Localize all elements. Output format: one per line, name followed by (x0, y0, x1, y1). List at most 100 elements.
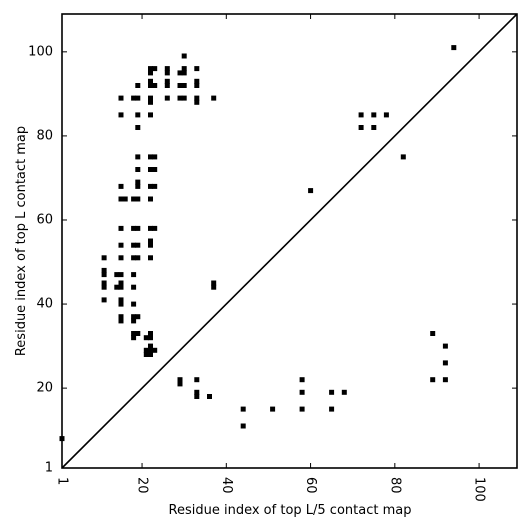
top-l-point-40 (135, 154, 141, 160)
plot-frame (61, 13, 518, 469)
top-l-point-25 (131, 196, 137, 202)
top-l-point-42 (135, 179, 141, 185)
top-l-point-37 (135, 95, 141, 101)
top-l-point-86 (177, 83, 183, 88)
y-tick-label: 60 (36, 212, 53, 227)
top-l-point-91 (181, 83, 187, 88)
top-l-point-49 (135, 331, 141, 336)
top-l-point-22 (118, 318, 124, 324)
top-l-point-105 (383, 112, 389, 118)
top-l-point-71 (148, 347, 153, 353)
y-axis-label: Residue index of top L contact map (14, 126, 29, 356)
top-l-point-87 (177, 95, 183, 101)
top-l-point-102 (358, 125, 364, 130)
y-tick-label: 100 (28, 44, 53, 59)
top-l5-point-9 (299, 377, 305, 383)
top-l-point-55 (148, 78, 153, 84)
top-l-point-58 (148, 99, 153, 105)
top-l-point-82 (164, 78, 170, 84)
top-l-point-73 (152, 66, 158, 72)
top-l-point-84 (164, 95, 170, 101)
top-l5-point-18 (442, 360, 448, 366)
top-l5-point-7 (240, 423, 246, 429)
top-l-point-16 (118, 272, 124, 278)
top-l5-point-3 (194, 389, 200, 395)
top-l-point-6 (101, 297, 107, 303)
top-l-point-106 (400, 154, 406, 160)
top-l5-point-14 (341, 389, 347, 395)
top-l5-point-5 (207, 394, 212, 399)
top-l-point-38 (135, 112, 141, 118)
top-l5-point-16 (430, 377, 436, 383)
contact-points (59, 45, 457, 442)
top-l-point-15 (118, 255, 124, 261)
top-l-point-108 (308, 188, 314, 194)
y-tick-label: 20 (36, 381, 53, 396)
top-l-point-41 (135, 167, 141, 172)
top-l-point-14 (118, 242, 124, 248)
top-l-point-13 (118, 225, 124, 231)
top-l-point-30 (131, 284, 137, 290)
top-l-point-101 (358, 112, 364, 118)
top-l-point-45 (135, 225, 141, 231)
top-l-point-18 (118, 284, 124, 290)
top-l-point-57 (148, 95, 153, 101)
top-l-point-74 (152, 83, 158, 88)
top-l5-point-13 (329, 406, 335, 412)
top-l-point-79 (152, 347, 158, 353)
top-l-point-64 (148, 225, 153, 231)
top-l-point-21 (118, 314, 124, 320)
top-l-point-51 (143, 347, 149, 353)
top-l-point-68 (148, 331, 153, 336)
top-l-point-20 (118, 301, 124, 307)
top-l-point-2 (101, 267, 107, 273)
x-tick-label: 80 (387, 477, 402, 494)
top-l5-point-1 (177, 381, 183, 387)
top-l5-point-10 (299, 389, 305, 395)
top-l-point-99 (211, 280, 217, 286)
top-l-point-63 (148, 196, 153, 202)
top-l5-point-4 (194, 394, 200, 399)
top-l-point-98 (211, 95, 217, 101)
top-l-point-29 (131, 272, 137, 278)
top-l-point-5 (101, 284, 107, 290)
top-l-point-59 (148, 112, 153, 118)
x-tick-label: 1 (55, 477, 70, 485)
top-l-point-77 (152, 183, 158, 189)
top-l5-point-15 (430, 331, 436, 336)
y-tick-label: 40 (36, 297, 53, 312)
top-l-point-27 (131, 242, 137, 248)
top-l-point-83 (164, 83, 170, 88)
top-l-point-34 (131, 331, 137, 336)
top-l-point-100 (211, 284, 217, 290)
top-l-point-52 (143, 352, 149, 357)
top-l-point-1 (101, 255, 107, 261)
x-axis-label: Residue index of top L/5 contact map (169, 503, 412, 518)
top-l-point-17 (118, 280, 124, 286)
top-l-point-92 (181, 95, 187, 101)
top-l-point-103 (371, 112, 377, 118)
top-l-point-26 (131, 225, 137, 231)
top-l-point-28 (131, 255, 137, 261)
x-tick-label: 40 (219, 477, 234, 494)
top-l-point-35 (131, 335, 137, 341)
top-l-point-66 (148, 242, 153, 248)
top-l-point-75 (152, 154, 158, 160)
top-l-point-76 (152, 167, 158, 172)
top-l5-point-2 (194, 377, 200, 383)
top-l5-point-19 (442, 377, 448, 383)
top-l5-point-6 (240, 406, 246, 412)
top-l-point-12 (118, 196, 124, 202)
top-l-point-62 (148, 183, 153, 189)
diagonal-line (61, 13, 518, 469)
top-l5-point-8 (270, 406, 276, 412)
top-l-point-44 (135, 196, 141, 202)
x-tick-label: 20 (135, 477, 150, 494)
top-l-point-96 (194, 95, 200, 101)
top-l-point-67 (148, 255, 153, 261)
x-tick-label: 60 (303, 477, 318, 494)
top-l-point-4 (101, 280, 107, 286)
top-l-point-7 (114, 272, 120, 278)
top-l-point-31 (131, 301, 137, 307)
top-l-point-78 (152, 225, 158, 231)
